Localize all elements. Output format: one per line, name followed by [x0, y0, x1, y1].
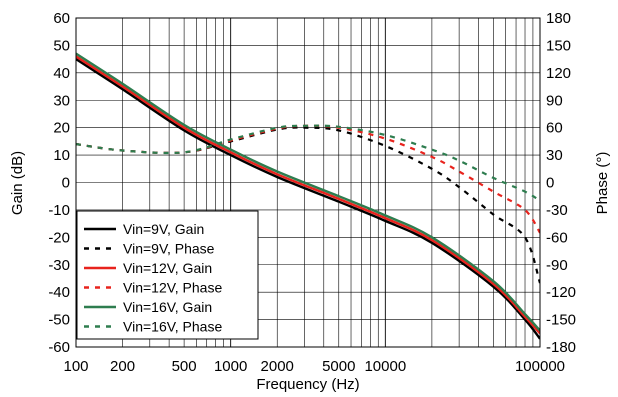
legend: Vin=9V, Gain Vin=9V, Phase Vin=12V, Gain Vi…: [76, 210, 259, 340]
y-tick-label: -10: [48, 202, 70, 219]
x-axis-title: Frequency (Hz): [256, 376, 359, 393]
series-group: [76, 52, 540, 340]
x-tick-label: 100: [63, 358, 88, 375]
y2-tick-label: -120: [546, 284, 576, 301]
series-line-2: [76, 126, 540, 284]
y-tick-label: 40: [53, 65, 70, 82]
y2-tick-label: 60: [546, 120, 563, 137]
y-tick-label: 10: [53, 147, 70, 164]
plot-frame: [75, 17, 541, 348]
y-tick-label: 0: [62, 175, 70, 192]
legend-box: [76, 210, 259, 340]
y2-tick-label: -90: [546, 257, 568, 274]
y-tick-label: 20: [53, 120, 70, 137]
legend-label: Vin=9V, Gain: [123, 221, 204, 237]
series-line-3: [76, 55, 540, 335]
x-tick-label: 5000: [322, 358, 355, 375]
legend-label: Vin=12V, Phase: [123, 280, 222, 296]
tick-labels: 6050403020100-10-20-30-40-50-60180150120…: [48, 10, 576, 375]
x-tick-label: 500: [172, 358, 197, 375]
y2-tick-label: 0: [546, 175, 554, 192]
y2-tick-label: 30: [546, 147, 563, 164]
series-line-6: [76, 124, 540, 202]
y-tick-label: -40: [48, 284, 70, 301]
y2-axis-title: Phase (°): [594, 152, 611, 215]
legend-label: Vin=12V, Gain: [123, 260, 212, 276]
y2-tick-label: -150: [546, 312, 576, 329]
y2-tick-label: 90: [546, 92, 563, 109]
y2-tick-label: 180: [546, 10, 571, 27]
series-line-5: [76, 52, 540, 332]
x-tick-label: 100000: [515, 358, 565, 375]
x-tick-label: 1000: [214, 358, 247, 375]
legend-label: Vin=9V, Phase: [123, 241, 215, 257]
y2-tick-label: -30: [546, 202, 568, 219]
y2-tick-label: -180: [546, 339, 576, 356]
y-tick-label: -30: [48, 257, 70, 274]
y-axis-title: Gain (dB): [9, 151, 26, 215]
y-tick-label: 60: [53, 10, 70, 27]
y2-tick-label: 150: [546, 37, 571, 54]
series-line-1: [76, 58, 540, 340]
y-tick-label: -60: [48, 339, 70, 356]
y-tick-label: -50: [48, 312, 70, 329]
series-layer: [76, 52, 540, 340]
y-tick-label: 50: [53, 37, 70, 54]
legend-label: Vin=16V, Gain: [123, 299, 212, 315]
y-tick-label: -20: [48, 229, 70, 246]
legend-label: Vin=16V, Phase: [123, 319, 222, 335]
y2-tick-label: 120: [546, 65, 571, 82]
x-tick-label: 2000: [261, 358, 294, 375]
x-tick-label: 200: [110, 358, 135, 375]
y2-tick-label: -60: [546, 229, 568, 246]
y-tick-label: 30: [53, 92, 70, 109]
x-tick-label: 10000: [364, 358, 406, 375]
